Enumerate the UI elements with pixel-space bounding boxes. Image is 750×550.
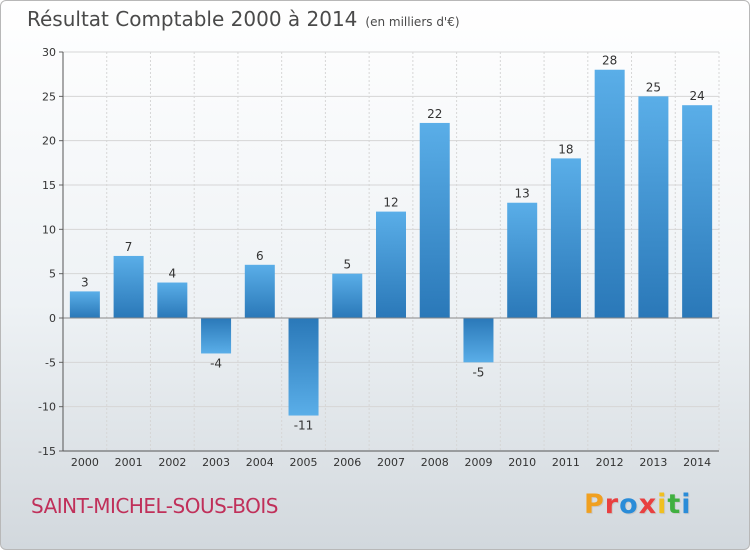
data-label-2006: 5 — [343, 258, 351, 272]
x-tick-label: 2011 — [552, 456, 580, 469]
data-label-2012: 28 — [602, 54, 617, 68]
x-tick-label: 2005 — [290, 456, 318, 469]
data-label-2003: -4 — [210, 356, 222, 370]
bar-2013 — [638, 96, 669, 318]
y-tick-label: 5 — [49, 268, 56, 281]
bar-2010 — [507, 202, 538, 318]
bar-2004 — [244, 264, 275, 318]
bar-2014 — [682, 105, 713, 318]
logo-letter: t — [667, 489, 682, 520]
data-label-2009: -5 — [472, 365, 484, 379]
bar-2007 — [376, 211, 406, 318]
bar-2011 — [550, 158, 581, 318]
logo-letter: r — [604, 489, 620, 520]
y-tick-label: -10 — [38, 401, 56, 414]
y-tick-label: 30 — [42, 46, 56, 59]
x-tick-label: 2012 — [596, 456, 624, 469]
y-tick-label: 0 — [49, 312, 56, 325]
y-tick-label: 10 — [42, 223, 56, 236]
data-label-2000: 3 — [81, 275, 89, 289]
data-label-2011: 18 — [558, 142, 573, 156]
x-tick-label: 2003 — [202, 456, 230, 469]
y-tick-label: 20 — [42, 135, 56, 148]
bar-2006 — [332, 273, 363, 318]
data-label-2013: 25 — [646, 80, 661, 94]
bar-2002 — [157, 282, 188, 318]
data-label-2014: 24 — [689, 89, 704, 103]
bar-2009 — [463, 318, 494, 363]
x-tick-label: 2007 — [377, 456, 405, 469]
data-label-2004: 6 — [256, 249, 264, 263]
bar-2012 — [594, 69, 625, 318]
data-label-2001: 7 — [125, 240, 133, 254]
x-tick-label: 2002 — [158, 456, 186, 469]
x-tick-label: 2000 — [71, 456, 99, 469]
x-tick-label: 2008 — [421, 456, 449, 469]
x-tick-label: 2014 — [683, 456, 711, 469]
x-tick-label: 2001 — [115, 456, 143, 469]
data-label-2010: 13 — [515, 187, 530, 201]
data-label-2008: 22 — [427, 107, 442, 121]
bar-2001 — [113, 255, 144, 318]
logo-letter: o — [619, 489, 639, 520]
commune-name: SAINT-MICHEL-SOUS-BOIS — [31, 494, 279, 518]
bar-2000 — [69, 291, 100, 318]
bar-2008 — [419, 122, 450, 318]
proxiti-logo: Proxiti — [584, 489, 692, 520]
logo-letter: i — [681, 489, 692, 520]
data-label-2005: -11 — [294, 419, 314, 433]
chart-title: Résultat Comptable 2000 à 2014 (en millie… — [27, 7, 460, 31]
logo-letter: P — [584, 489, 605, 520]
y-tick-label: -15 — [38, 445, 56, 458]
chart-subtitle: (en milliers d'€) — [365, 15, 460, 29]
bar-2003 — [201, 318, 232, 354]
bar-2005 — [288, 318, 319, 416]
x-tick-label: 2010 — [508, 456, 536, 469]
x-tick-label: 2013 — [639, 456, 667, 469]
y-tick-label: 25 — [42, 90, 56, 103]
logo-letter: x — [638, 489, 658, 520]
y-tick-label: -5 — [45, 356, 56, 369]
data-label-2002: 4 — [169, 267, 177, 281]
x-tick-label: 2006 — [333, 456, 361, 469]
logo-letter: i — [657, 489, 668, 520]
x-tick-label: 2004 — [246, 456, 274, 469]
data-label-2007: 12 — [383, 196, 398, 210]
x-tick-label: 2009 — [464, 456, 492, 469]
y-tick-label: 15 — [42, 179, 56, 192]
